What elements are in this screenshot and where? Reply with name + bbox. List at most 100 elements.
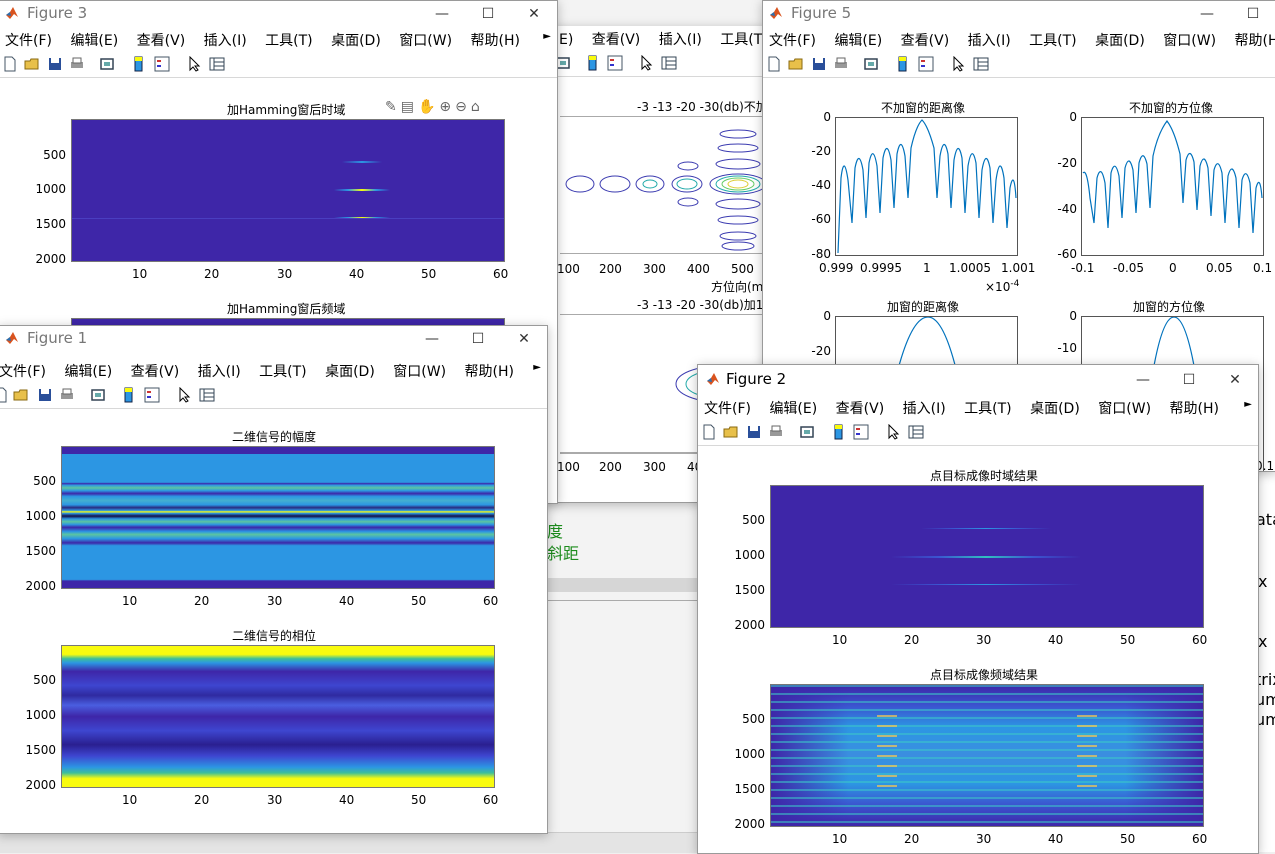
datatip-icon[interactable]: ▤ xyxy=(401,99,418,115)
menu-overflow-icon[interactable]: ► xyxy=(533,362,541,373)
print-icon[interactable] xyxy=(59,387,75,403)
fig1-menu-tools[interactable]: 工具(T) xyxy=(253,358,314,381)
print-icon[interactable] xyxy=(768,424,784,440)
fig5-menu-window[interactable]: 窗口(W) xyxy=(1157,27,1224,50)
maximize-icon[interactable]: ☐ xyxy=(1166,367,1212,393)
figure3-titlebar[interactable]: Figure 3 — ☐ ✕ xyxy=(0,1,557,27)
minimize-icon[interactable]: — xyxy=(1184,1,1230,27)
fig2-menu-help[interactable]: 帮助(H) xyxy=(1164,395,1227,418)
fig2-menu-file[interactable]: 文件(F) xyxy=(698,395,759,418)
fig5-menu-insert[interactable]: 插入(I) xyxy=(962,27,1019,50)
fig5-menu-view[interactable]: 查看(V) xyxy=(895,27,958,50)
close-icon[interactable]: ✕ xyxy=(1212,367,1258,393)
save-icon[interactable] xyxy=(47,56,63,72)
save-icon[interactable] xyxy=(811,56,827,72)
menu-overflow-icon[interactable]: ► xyxy=(543,31,551,42)
close-icon[interactable]: ✕ xyxy=(501,326,547,352)
pointer-icon[interactable] xyxy=(639,55,655,71)
close-icon[interactable]: ✕ xyxy=(511,1,557,27)
fig1-menu-desktop[interactable]: 桌面(D) xyxy=(319,358,383,381)
colorbar-icon[interactable] xyxy=(831,424,847,440)
bg-scrollbar[interactable] xyxy=(547,578,697,592)
print-icon[interactable] xyxy=(833,56,849,72)
brush-icon[interactable]: ✎ xyxy=(385,99,401,115)
fig3-menu-file[interactable]: 文件(F) xyxy=(0,27,60,50)
property-editor-icon[interactable] xyxy=(973,56,989,72)
maximize-icon[interactable]: ☐ xyxy=(1230,1,1275,27)
fig2-menu-edit[interactable]: 编辑(E) xyxy=(763,395,825,418)
figure5-titlebar[interactable]: Figure 5 — ☐ xyxy=(763,1,1275,27)
property-editor-icon[interactable] xyxy=(661,55,677,71)
fig3-menu-view[interactable]: 查看(V) xyxy=(131,27,194,50)
maximize-icon[interactable]: ☐ xyxy=(455,326,501,352)
fig1-menu-edit[interactable]: 编辑(E) xyxy=(58,358,120,381)
fig2-menu-desktop[interactable]: 桌面(D) xyxy=(1024,395,1088,418)
property-editor-icon[interactable] xyxy=(199,387,215,403)
legend-icon[interactable] xyxy=(918,56,934,72)
save-icon[interactable] xyxy=(746,424,762,440)
maximize-icon[interactable]: ☐ xyxy=(465,1,511,27)
fig5-menu-edit[interactable]: 编辑(E) xyxy=(828,27,890,50)
fig3-menu-tools[interactable]: 工具(T) xyxy=(259,27,320,50)
figure2-titlebar[interactable]: Figure 2 — ☐ ✕ xyxy=(698,365,1258,391)
fig1-menu-view[interactable]: 查看(V) xyxy=(125,358,188,381)
pointer-icon[interactable] xyxy=(187,56,203,72)
minimize-icon[interactable]: — xyxy=(419,1,465,27)
fig3-menu-help[interactable]: 帮助(H) xyxy=(465,27,528,50)
fig3-menu-edit[interactable]: 编辑(E) xyxy=(64,27,126,50)
minimize-icon[interactable]: — xyxy=(1120,367,1166,393)
fig5-menu-help[interactable]: 帮助(H xyxy=(1229,27,1275,50)
fig5-menu-desktop[interactable]: 桌面(D) xyxy=(1089,27,1153,50)
figure1-titlebar[interactable]: Figure 1 — ☐ ✕ xyxy=(0,326,547,352)
pointer-icon[interactable] xyxy=(886,424,902,440)
pointer-icon[interactable] xyxy=(951,56,967,72)
fig3-menu-desktop[interactable]: 桌面(D) xyxy=(325,27,389,50)
fig1-menu-help[interactable]: 帮助(H) xyxy=(459,358,522,381)
colorbar-icon[interactable] xyxy=(121,387,137,403)
print-icon[interactable] xyxy=(69,56,85,72)
open-file-icon[interactable] xyxy=(788,56,804,72)
save-icon[interactable] xyxy=(37,387,53,403)
zoom-out-icon[interactable]: ⊖ xyxy=(455,99,471,115)
fig4-menu-tools[interactable]: 工具(T xyxy=(714,26,767,49)
open-file-icon[interactable] xyxy=(24,56,40,72)
menu-overflow-icon[interactable]: ► xyxy=(1244,399,1252,410)
fig5-menu-tools[interactable]: 工具(T) xyxy=(1023,27,1084,50)
minimize-icon[interactable]: — xyxy=(409,326,455,352)
link-plot-icon[interactable] xyxy=(90,387,106,403)
legend-icon[interactable] xyxy=(853,424,869,440)
pointer-icon[interactable] xyxy=(177,387,193,403)
colorbar-icon[interactable] xyxy=(895,56,911,72)
link-plot-icon[interactable] xyxy=(863,56,879,72)
pan-icon[interactable]: ✋ xyxy=(418,99,439,115)
open-file-icon[interactable] xyxy=(723,424,739,440)
fig3-menu-window[interactable]: 窗口(W) xyxy=(393,27,460,50)
fig1-menu-window[interactable]: 窗口(W) xyxy=(387,358,454,381)
colorbar-icon[interactable] xyxy=(585,55,601,71)
fig2-menu-view[interactable]: 查看(V) xyxy=(830,395,893,418)
fig4-menu-view[interactable]: 查看(V) xyxy=(586,26,649,49)
fig2-menu-tools[interactable]: 工具(T) xyxy=(958,395,1019,418)
fig1-menu-file[interactable]: 文件(F) xyxy=(0,358,54,381)
link-plot-icon[interactable] xyxy=(99,56,115,72)
fig2-menu-insert[interactable]: 插入(I) xyxy=(897,395,954,418)
new-figure-icon[interactable] xyxy=(701,424,717,440)
legend-icon[interactable] xyxy=(154,56,170,72)
colorbar-icon[interactable] xyxy=(131,56,147,72)
new-figure-icon[interactable] xyxy=(2,56,18,72)
new-figure-icon[interactable] xyxy=(766,56,782,72)
fig3-menu-insert[interactable]: 插入(I) xyxy=(198,27,255,50)
legend-icon[interactable] xyxy=(144,387,160,403)
open-file-icon[interactable] xyxy=(13,387,29,403)
home-icon[interactable]: ⌂ xyxy=(471,99,484,115)
fig1-menu-insert[interactable]: 插入(I) xyxy=(192,358,249,381)
zoom-in-icon[interactable]: ⊕ xyxy=(439,99,455,115)
new-figure-icon[interactable] xyxy=(0,387,9,403)
property-editor-icon[interactable] xyxy=(908,424,924,440)
fig5-menu-file[interactable]: 文件(F) xyxy=(763,27,824,50)
property-editor-icon[interactable] xyxy=(209,56,225,72)
legend-icon[interactable] xyxy=(607,55,623,71)
link-plot-icon[interactable] xyxy=(799,424,815,440)
fig2-menu-window[interactable]: 窗口(W) xyxy=(1092,395,1159,418)
fig4-menu-insert[interactable]: 插入(I) xyxy=(653,26,710,49)
